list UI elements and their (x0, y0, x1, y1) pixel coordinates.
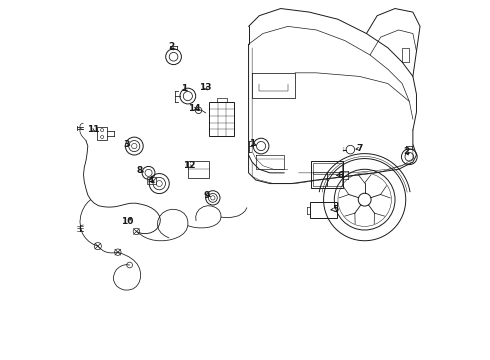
Text: 2: 2 (403, 147, 410, 156)
Bar (188, 161, 209, 178)
Bar (209, 102, 234, 136)
Bar (217, 98, 227, 102)
Text: 4: 4 (147, 176, 154, 185)
Text: 5: 5 (331, 205, 338, 214)
Text: 10: 10 (121, 217, 133, 226)
Text: 14: 14 (188, 104, 200, 113)
Bar (313, 171, 327, 186)
Bar (311, 161, 343, 188)
Text: 13: 13 (199, 83, 212, 92)
Bar (97, 127, 107, 140)
Text: 7: 7 (356, 144, 363, 153)
Text: 11: 11 (87, 126, 99, 135)
Bar (313, 163, 342, 174)
Text: 3: 3 (123, 140, 130, 149)
Text: 12: 12 (183, 161, 196, 170)
Text: 6: 6 (337, 171, 344, 180)
Text: 2: 2 (168, 41, 174, 50)
Bar (147, 177, 156, 184)
Text: 1: 1 (181, 84, 187, 93)
Bar (327, 171, 342, 186)
Text: 9: 9 (203, 190, 210, 199)
Bar (310, 202, 337, 219)
Text: 8: 8 (137, 166, 144, 175)
Text: 1: 1 (249, 139, 256, 148)
